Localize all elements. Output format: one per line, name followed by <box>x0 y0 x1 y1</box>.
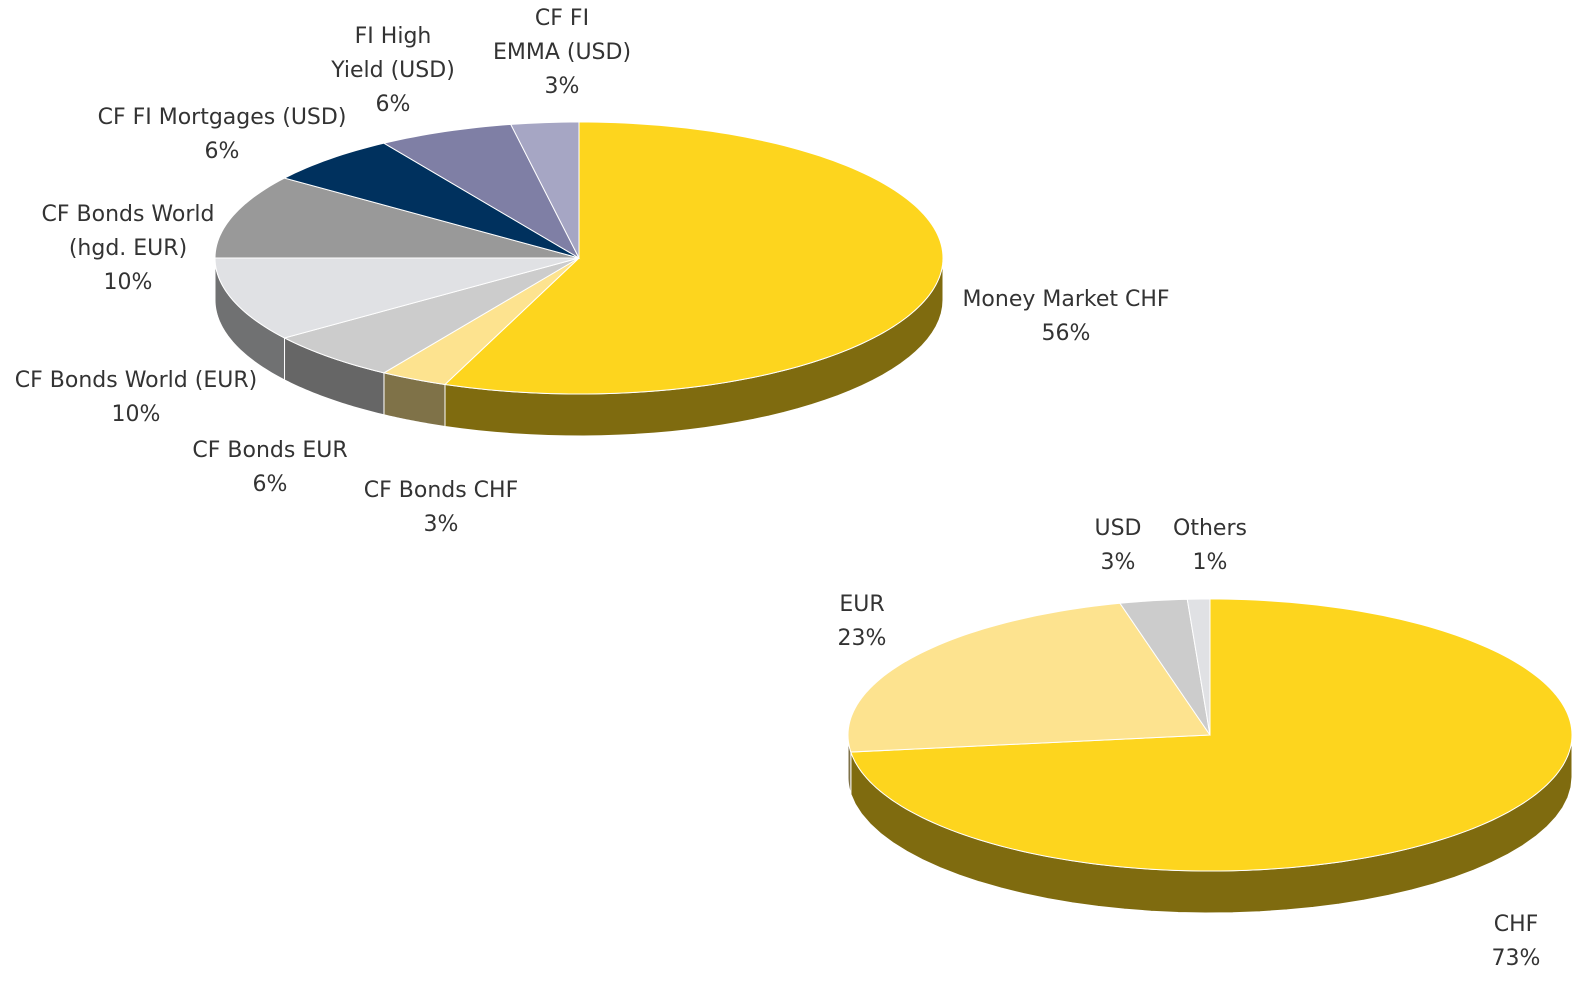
category: CF FI Mortgages (USD) <box>97 105 347 130</box>
slice-label: CHF 73% <box>1492 908 1541 976</box>
category: USD <box>1094 516 1142 541</box>
slice-label: CF Bonds World (hgd. EUR) 10% <box>42 198 215 300</box>
value-label: 6% <box>204 139 240 164</box>
category: EUR <box>839 592 885 617</box>
category: Others <box>1173 516 1247 541</box>
slice <box>847 602 1211 753</box>
category: CF Bonds CHF <box>363 478 519 503</box>
slice-label: EUR 23% <box>838 588 887 656</box>
slice-label: CF FI EMMA (USD) 3% <box>493 2 631 104</box>
value-label: 1% <box>1192 550 1228 575</box>
value-label: 6% <box>252 472 288 497</box>
slice-label: FI High Yield (USD) 6% <box>331 20 455 122</box>
value-label: 73% <box>1491 946 1541 971</box>
slice-label: Money Market CHF 56% <box>962 283 1169 351</box>
slice <box>1186 598 1211 736</box>
category: CF Bonds World (EUR) <box>14 368 258 393</box>
category: CF FI EMMA (USD) <box>492 6 632 65</box>
slice <box>214 177 580 259</box>
value-label: 3% <box>423 512 459 537</box>
slice <box>382 123 581 260</box>
slice-label: CF Bonds World (EUR) 10% <box>15 364 257 432</box>
value-label: 10% <box>111 402 161 427</box>
slice <box>443 121 944 395</box>
value-label: 23% <box>837 626 887 651</box>
slice-label: CF Bonds CHF 3% <box>364 474 518 542</box>
value-label: 6% <box>375 92 411 117</box>
category: CHF <box>1493 912 1539 937</box>
category: CF Bonds EUR <box>192 438 348 463</box>
slice <box>1119 598 1211 736</box>
slice-label: CF FI Mortgages (USD) 6% <box>98 101 347 169</box>
slice <box>214 257 580 339</box>
slice <box>382 257 580 385</box>
category: Money Market CHF <box>962 287 1170 312</box>
slice <box>510 121 580 259</box>
slice <box>283 257 580 374</box>
value-label: 3% <box>1100 550 1136 575</box>
slice <box>850 598 1573 872</box>
slice-label: USD 3% <box>1094 512 1141 580</box>
slice-label: CF Bonds EUR 6% <box>192 434 347 502</box>
slice-label: Others 1% <box>1173 512 1247 580</box>
slice <box>283 142 580 259</box>
value-label: 3% <box>544 74 580 99</box>
value-label: 10% <box>103 270 153 295</box>
category: FI High Yield (USD) <box>331 24 455 83</box>
value-label: 56% <box>1041 321 1091 346</box>
category: CF Bonds World (hgd. EUR) <box>41 202 215 261</box>
